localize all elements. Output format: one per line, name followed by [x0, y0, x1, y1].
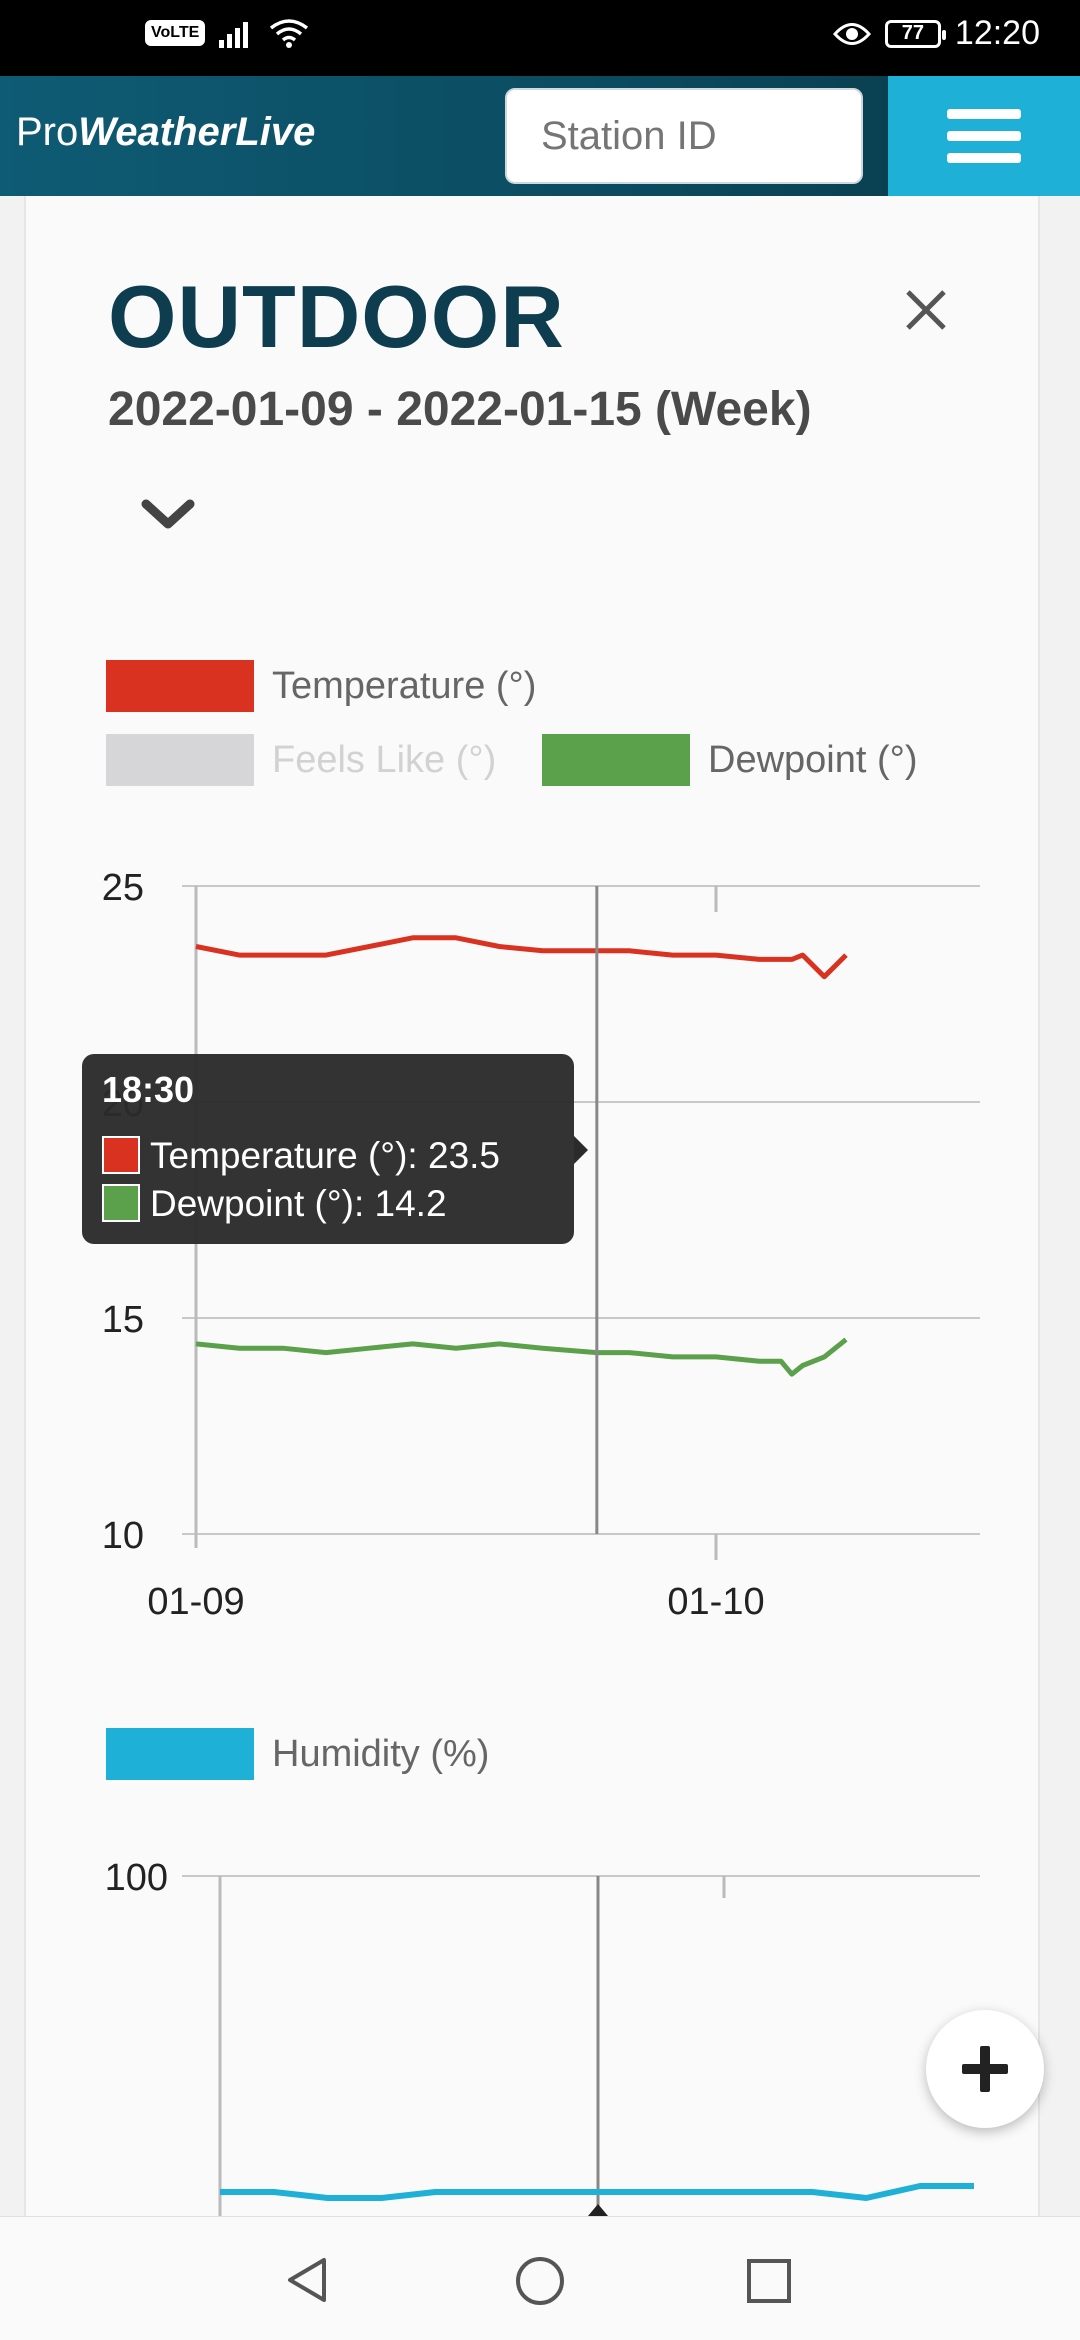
y-tick-label: 25 — [102, 867, 144, 909]
home-icon[interactable] — [514, 2255, 566, 2307]
legend-label-temperature: Temperature (°) — [272, 664, 537, 707]
tooltip-swatch-temperature — [102, 1136, 140, 1174]
app-logo[interactable]: ProWeatherLive — [16, 110, 315, 155]
tooltip-dewpoint: Dewpoint (°): 14.2 — [150, 1183, 447, 1224]
app-header: ProWeatherLive — [0, 76, 1080, 196]
clock: 12:20 — [954, 14, 1040, 52]
status-bar: VoLTE 77 12:20 — [0, 0, 1080, 76]
logo-brand-text: WeatherLive — [78, 110, 316, 154]
legend-label-feels-like: Feels Like (°) — [272, 738, 497, 781]
y-tick-label: 10 — [102, 1515, 144, 1557]
battery-icon: 77 — [884, 19, 946, 48]
legend-label-dewpoint: Dewpoint (°) — [708, 738, 918, 781]
menu-bar-icon — [947, 109, 1021, 119]
back-icon[interactable] — [284, 2255, 334, 2305]
eye-icon — [832, 22, 871, 45]
legend-dewpoint[interactable]: Dewpoint (°) — [542, 734, 917, 786]
signal-icon — [219, 22, 249, 48]
legend-feels-like[interactable]: Feels Like (°) — [106, 734, 496, 786]
logo-pro-text: Pro — [16, 110, 79, 154]
menu-bar-icon — [947, 153, 1021, 163]
legend-swatch-humidity — [106, 1728, 254, 1780]
system-nav-bar — [0, 2216, 1080, 2340]
chart-tooltip: 18:30 Temperature (°): 23.5 Dewpoint (°): … — [82, 1054, 588, 1244]
station-id-input[interactable] — [505, 88, 863, 184]
tooltip-box — [82, 1054, 574, 1244]
hamburger-menu-button[interactable] — [888, 76, 1080, 196]
legend-humidity[interactable]: Humidity (%) — [106, 1728, 489, 1780]
legend-temperature[interactable]: Temperature (°) — [106, 660, 536, 712]
series-line-humidity — [220, 2183, 974, 2201]
tooltip-temperature: Temperature (°): 23.5 — [150, 1135, 500, 1176]
series-line-temperature — [195, 935, 848, 980]
legend-label-humidity: Humidity (%) — [272, 1732, 490, 1775]
date-range: 2022-01-09 - 2022-01-15 (Week) — [108, 383, 812, 436]
volte-icon: VoLTE — [145, 20, 206, 46]
wifi-icon — [270, 19, 309, 48]
y-tick-label: 15 — [102, 1299, 144, 1341]
x-tick-label: 01-09 — [147, 1581, 244, 1623]
tooltip-pointer — [574, 1136, 588, 1164]
plus-icon — [962, 2046, 1008, 2092]
tooltip-swatch-dewpoint — [102, 1184, 140, 1222]
humidity-chart[interactable]: 100 — [0, 1840, 1080, 2216]
legend-swatch-feels-like — [106, 734, 254, 786]
x-tick-label: 01-10 — [667, 1581, 764, 1623]
crosshair-marker — [588, 2204, 608, 2216]
add-button[interactable] — [926, 2010, 1044, 2128]
panel-title: OUTDOOR — [108, 267, 565, 366]
menu-bar-icon — [947, 131, 1021, 141]
series-line-dewpoint — [195, 1337, 848, 1377]
tooltip-time: 18:30 — [102, 1069, 194, 1110]
close-icon[interactable] — [896, 280, 956, 340]
recent-apps-icon[interactable] — [745, 2257, 793, 2305]
legend-swatch-temperature — [106, 660, 254, 712]
y-tick-label: 100 — [105, 1857, 168, 1899]
chevron-down-icon[interactable] — [138, 494, 198, 534]
legend-swatch-dewpoint — [542, 734, 690, 786]
